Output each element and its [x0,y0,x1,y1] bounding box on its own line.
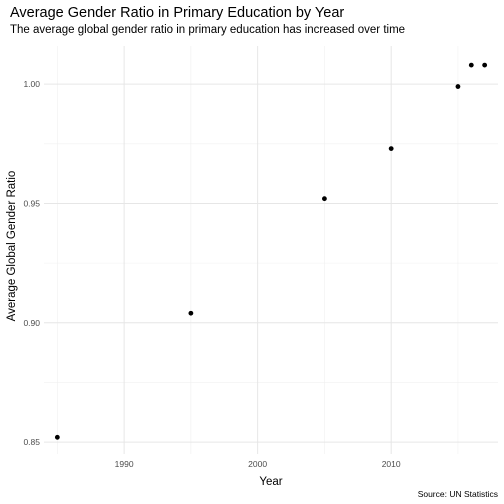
data-point [54,434,60,440]
chart-title: Average Gender Ratio in Primary Educatio… [10,5,344,21]
x-axis-ticks: 1990 2000 2010 [115,459,401,469]
x-tick-label: 2010 [382,459,401,469]
y-tick-label: 0.95 [23,198,40,208]
chart-caption: Source: UN Statistics [418,489,498,499]
y-axis-title: Average Global Gender Ratio [6,171,18,322]
y-axis-ticks: 0.85 0.90 0.95 1.00 [23,79,40,447]
data-point [322,196,327,202]
data-point [188,310,194,316]
x-axis-title: Year [259,476,282,488]
data-point [455,84,461,89]
chart-subtitle: The average global gender ratio in prima… [10,24,405,36]
y-tick-label: 0.85 [23,437,40,447]
data-point [388,146,394,151]
plot-panel [44,46,498,454]
data-point [482,62,488,68]
x-tick-label: 2000 [248,459,267,469]
x-tick-label: 1990 [115,459,134,469]
data-points [54,62,488,440]
data-point [468,62,474,68]
y-tick-label: 1.00 [23,79,40,89]
y-tick-label: 0.90 [23,318,40,328]
grid-lines [44,46,498,454]
